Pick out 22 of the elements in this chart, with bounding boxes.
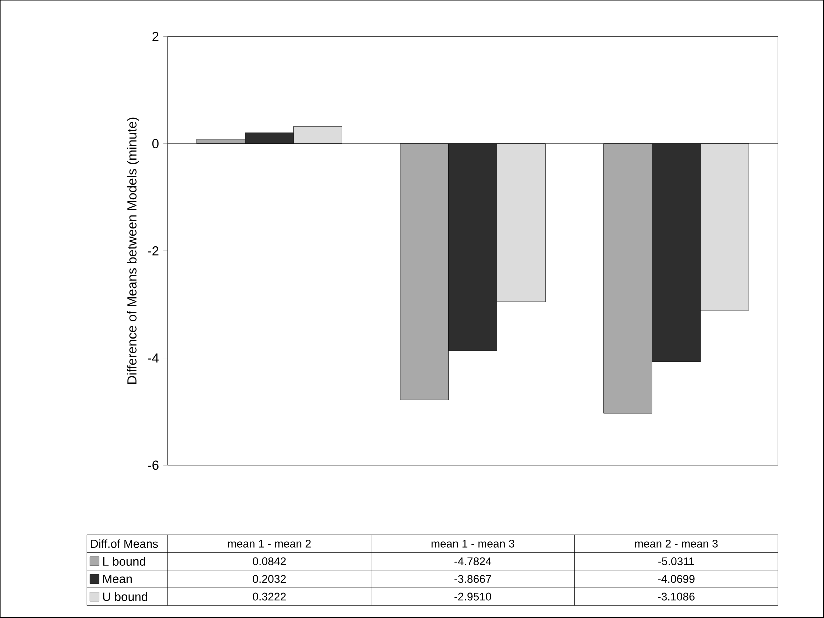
y-tick-label: -4 bbox=[148, 354, 159, 363]
data-label: 0.3222 bbox=[253, 592, 286, 601]
y-tick-label: 0 bbox=[152, 139, 159, 148]
legend-label: U bound bbox=[103, 592, 148, 602]
data-label: -3.8667 bbox=[454, 575, 492, 584]
data-label: 0.0842 bbox=[253, 558, 286, 566]
x-tick-label: mean 1 - mean 2 bbox=[228, 540, 311, 548]
legend-label: L bound bbox=[104, 557, 146, 566]
data-label: -2.9510 bbox=[454, 592, 492, 601]
data-label: -4.0699 bbox=[658, 575, 695, 584]
data-label: -3.1086 bbox=[658, 592, 695, 601]
y-tick-label: -6 bbox=[148, 460, 159, 470]
y-axis-title: Difference of Means between Models (minute) bbox=[127, 118, 140, 384]
data-label: -5.0311 bbox=[658, 558, 694, 566]
y-tick-label: 2 bbox=[152, 32, 159, 42]
data-label: -4.7824 bbox=[454, 558, 492, 566]
x-tick-label: mean 2 - mean 3 bbox=[635, 540, 718, 548]
legend-title: Diff.of Means bbox=[91, 540, 158, 548]
y-tick-label: -2 bbox=[148, 246, 159, 256]
legend-label: Mean bbox=[104, 574, 132, 584]
data-label: 0.2032 bbox=[253, 575, 286, 584]
x-tick-label: mean 1 - mean 3 bbox=[432, 540, 514, 548]
